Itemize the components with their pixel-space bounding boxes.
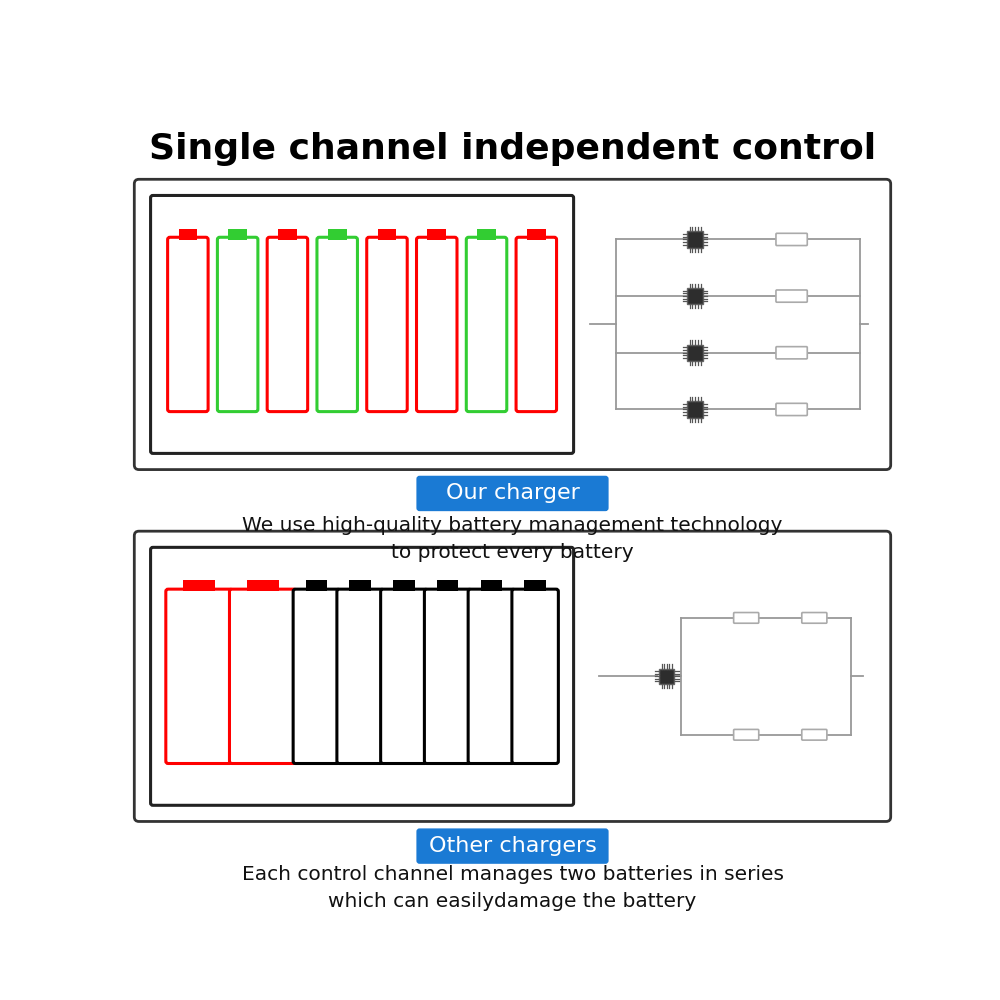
Bar — [328, 229, 347, 240]
Bar — [247, 580, 279, 591]
FancyBboxPatch shape — [776, 233, 807, 246]
FancyBboxPatch shape — [776, 290, 807, 302]
Bar — [378, 229, 396, 240]
FancyBboxPatch shape — [168, 237, 208, 412]
FancyBboxPatch shape — [776, 403, 807, 416]
FancyBboxPatch shape — [424, 589, 471, 764]
FancyBboxPatch shape — [229, 589, 296, 764]
FancyBboxPatch shape — [802, 729, 827, 740]
FancyBboxPatch shape — [802, 613, 827, 623]
Bar — [278, 229, 297, 240]
FancyBboxPatch shape — [317, 237, 357, 412]
Bar — [183, 580, 215, 591]
FancyBboxPatch shape — [468, 589, 515, 764]
Bar — [437, 580, 458, 591]
Bar — [306, 580, 327, 591]
Bar — [524, 580, 546, 591]
Text: to protect every battery: to protect every battery — [391, 543, 634, 562]
FancyBboxPatch shape — [367, 237, 407, 412]
FancyBboxPatch shape — [293, 589, 340, 764]
FancyBboxPatch shape — [381, 589, 427, 764]
FancyBboxPatch shape — [134, 531, 891, 821]
Bar — [687, 345, 703, 361]
Bar — [179, 229, 197, 240]
Bar — [228, 229, 247, 240]
FancyBboxPatch shape — [776, 347, 807, 359]
Text: Other chargers: Other chargers — [429, 836, 596, 856]
Bar — [349, 580, 371, 591]
FancyBboxPatch shape — [512, 589, 558, 764]
Bar — [687, 401, 703, 418]
Text: Single channel independent control: Single channel independent control — [149, 132, 876, 166]
Text: which can easilydamage the battery: which can easilydamage the battery — [328, 892, 697, 911]
FancyBboxPatch shape — [734, 729, 759, 740]
FancyBboxPatch shape — [416, 828, 609, 864]
Bar — [687, 288, 703, 304]
Bar — [393, 580, 415, 591]
FancyBboxPatch shape — [417, 237, 457, 412]
Text: We use high-quality battery management technology: We use high-quality battery management t… — [242, 516, 783, 535]
FancyBboxPatch shape — [134, 179, 891, 470]
Bar — [527, 229, 546, 240]
FancyBboxPatch shape — [734, 613, 759, 623]
FancyBboxPatch shape — [466, 237, 507, 412]
Text: Our charger: Our charger — [446, 483, 579, 503]
FancyBboxPatch shape — [516, 237, 557, 412]
Bar — [481, 580, 502, 591]
Bar — [427, 229, 446, 240]
Bar — [687, 231, 703, 248]
Bar — [659, 669, 674, 684]
Bar — [477, 229, 496, 240]
FancyBboxPatch shape — [217, 237, 258, 412]
FancyBboxPatch shape — [267, 237, 308, 412]
FancyBboxPatch shape — [337, 589, 383, 764]
FancyBboxPatch shape — [416, 476, 609, 511]
Text: Each control channel manages two batteries in series: Each control channel manages two batteri… — [242, 865, 784, 884]
FancyBboxPatch shape — [151, 547, 574, 805]
FancyBboxPatch shape — [166, 589, 232, 764]
FancyBboxPatch shape — [151, 195, 574, 453]
